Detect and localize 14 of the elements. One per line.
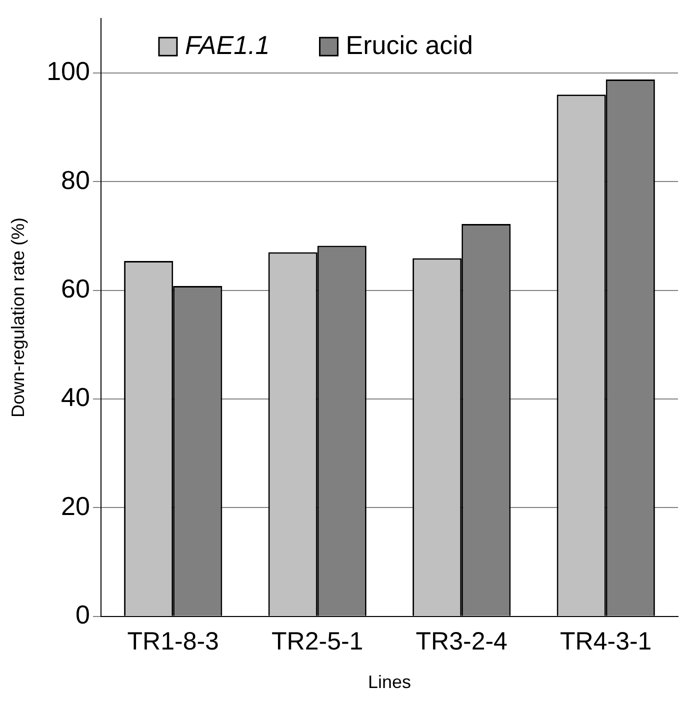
y-tick-label: 0 [76, 600, 90, 630]
y-tick-label: 100 [46, 56, 90, 86]
legend-label: Erucic acid [346, 30, 473, 60]
y-tick-label: 80 [61, 164, 90, 195]
x-axis-title: Lines [368, 672, 412, 692]
y-tick-label: 60 [61, 274, 90, 304]
x-tick-label: TR2-5-1 [272, 627, 364, 656]
x-tick-label: TR4-3-1 [560, 627, 652, 656]
y-tick-label: 20 [61, 490, 90, 521]
legend-label: FAE1.1 [184, 30, 270, 60]
x-tick-label: TR1-8-3 [127, 627, 219, 656]
y-tick-label: 40 [61, 382, 90, 412]
x-tick-label: TR3-2-4 [416, 627, 508, 656]
y-axis-title: Down-regulation rate (%) [8, 217, 28, 418]
